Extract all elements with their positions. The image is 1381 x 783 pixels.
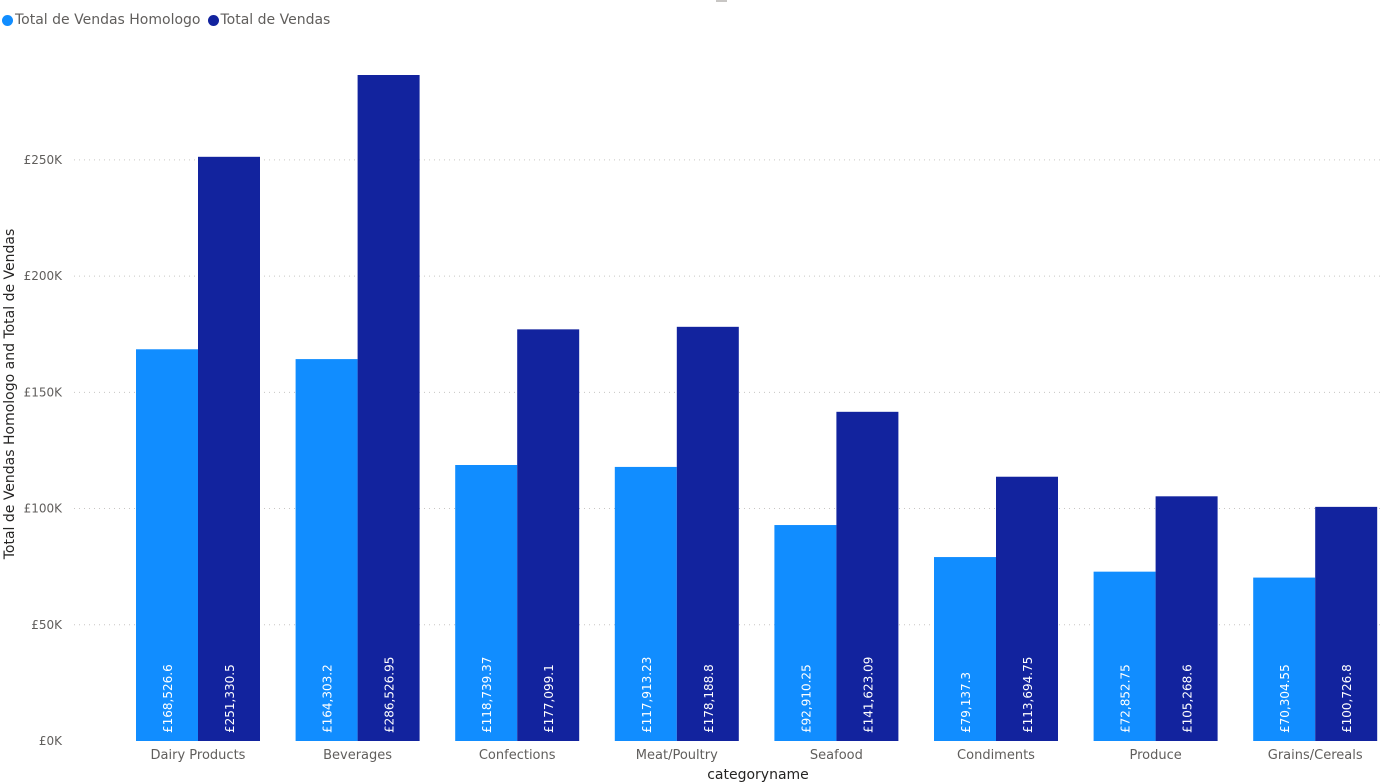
bar[interactable]: [774, 525, 837, 741]
bar[interactable]: [198, 156, 260, 741]
x-tick-label: Seafood: [810, 748, 863, 763]
legend-marker-vendas: [207, 14, 219, 26]
x-tick-label: Condiments: [957, 748, 1035, 763]
bar[interactable]: [1093, 571, 1156, 741]
x-tick-label: Dairy Products: [151, 748, 246, 763]
data-label: £92,910.25: [799, 664, 813, 733]
x-axis-title: categoryname: [707, 767, 809, 783]
bar-series: [136, 75, 1378, 741]
data-label: £178,188.8: [702, 664, 716, 733]
y-tick-label: £200K: [24, 269, 64, 283]
legend-item-vendas[interactable]: Total de Vendas: [207, 12, 331, 28]
data-label: £141,623.09: [861, 657, 875, 733]
data-label: £251,330.5: [223, 664, 237, 733]
bar[interactable]: [295, 359, 358, 741]
x-tick-label: Confections: [479, 748, 556, 763]
x-tick-label: Grains/Cereals: [1268, 748, 1363, 763]
legend-label-homologo: Total de Vendas Homologo: [15, 12, 201, 28]
data-label: £79,137.3: [959, 672, 973, 733]
bar[interactable]: [676, 326, 739, 741]
bar[interactable]: [614, 466, 677, 741]
data-label: £164,303.2: [321, 664, 335, 733]
bar[interactable]: [455, 465, 518, 741]
bar[interactable]: [1155, 496, 1218, 741]
focus-mode-handle[interactable]: [716, 0, 727, 2]
data-label: £100,726.8: [1340, 664, 1354, 733]
y-axis-title: Total de Vendas Homologo and Total de Ve…: [2, 229, 18, 561]
x-axis: Dairy Products Beverages Confections Meat/P…: [151, 748, 1363, 763]
bar[interactable]: [934, 557, 996, 741]
bar[interactable]: [1253, 577, 1316, 741]
data-labels: £168,526.6 £251,330.5 £164,303.2 £286,526.9…: [161, 657, 1354, 733]
data-label: £117,913.23: [640, 657, 654, 733]
data-label: £118,739.37: [480, 657, 494, 733]
y-axis: £0K £50K £100K £150K £200K £250K: [24, 153, 64, 748]
y-tick-label: £0K: [39, 734, 63, 748]
y-tick-label: £50K: [31, 618, 63, 632]
data-label: £70,304.55: [1278, 664, 1292, 733]
data-label: £105,268.6: [1181, 664, 1195, 733]
data-label: £113,694.75: [1021, 657, 1035, 733]
data-label: £72,852.75: [1119, 664, 1133, 733]
data-label: £168,526.6: [161, 664, 175, 733]
x-tick-label: Meat/Poultry: [636, 748, 718, 763]
data-label: £177,099.1: [542, 664, 556, 733]
bar[interactable]: [517, 329, 580, 741]
bar[interactable]: [996, 476, 1058, 741]
bar[interactable]: [1315, 506, 1378, 741]
x-tick-label: Produce: [1129, 748, 1181, 763]
data-label: £286,526.95: [383, 657, 397, 733]
bar[interactable]: [357, 75, 420, 741]
legend-label-vendas: Total de Vendas: [220, 12, 331, 28]
legend-item-homologo[interactable]: Total de Vendas Homologo: [2, 12, 201, 28]
y-tick-label: £250K: [24, 153, 64, 167]
legend-marker-homologo: [2, 14, 13, 26]
chart-legend: Total de Vendas Homologo Total de Vendas: [2, 12, 337, 28]
y-tick-label: £150K: [24, 385, 64, 399]
x-tick-label: Beverages: [323, 748, 392, 763]
bar[interactable]: [836, 411, 899, 741]
bar[interactable]: [136, 349, 198, 741]
y-tick-label: £100K: [24, 502, 64, 516]
